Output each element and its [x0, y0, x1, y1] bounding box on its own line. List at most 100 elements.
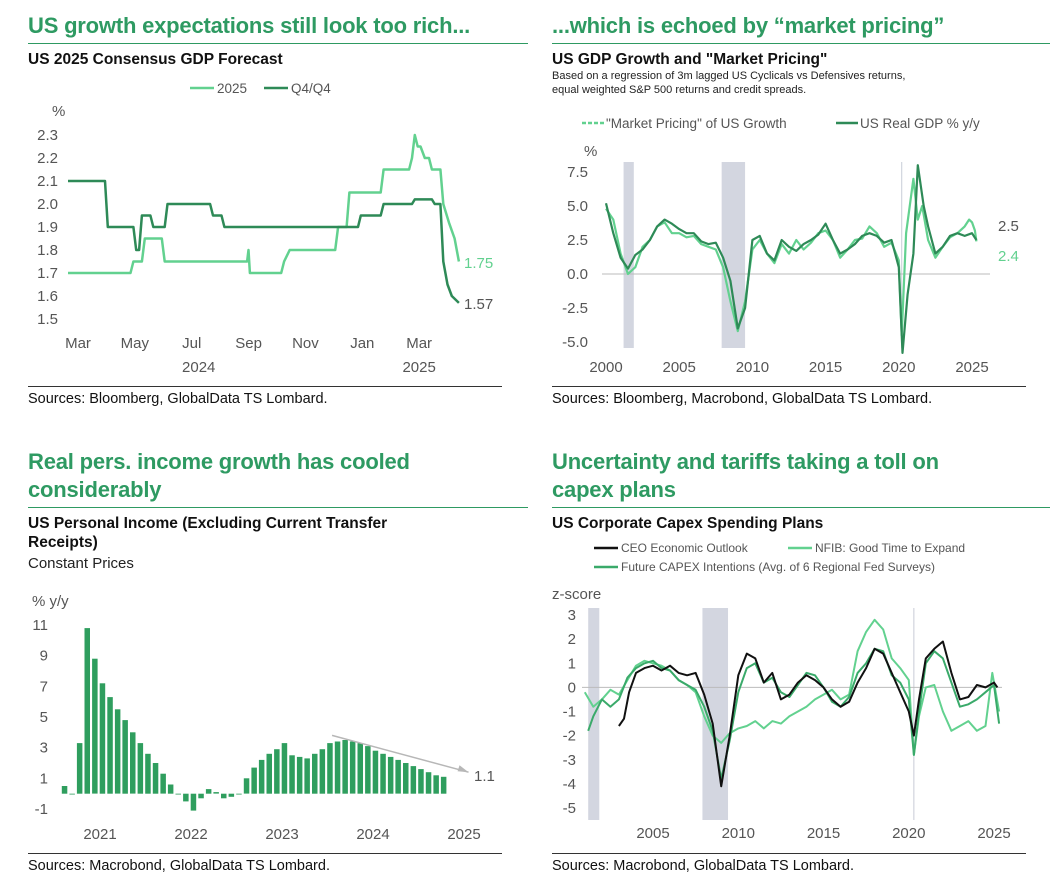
chart-title-income-line-2: Receipts)	[28, 534, 98, 551]
x-tick-label: 2021	[83, 826, 116, 843]
bar	[84, 628, 90, 794]
divider	[28, 43, 528, 44]
y-tick-label: 1.5	[37, 311, 58, 328]
bar	[122, 720, 128, 794]
y-tick-label: -2	[563, 728, 576, 745]
headline-capex-line-1: Uncertainty and tariffs taking a toll on	[552, 449, 939, 474]
y-tick-label: 2	[568, 631, 576, 648]
headline-income-line-1: Real pers. income growth has cooled	[28, 449, 410, 474]
bar	[395, 759, 401, 794]
y-tick-label: 1.7	[37, 265, 58, 282]
bar	[357, 743, 363, 794]
bar	[258, 759, 265, 794]
bar	[228, 793, 235, 797]
bar	[243, 778, 250, 794]
panel-market-pricing: ...which is echoed by “market pricing” U…	[552, 12, 1050, 97]
bar	[175, 793, 181, 795]
x-tick-label: 2020	[892, 825, 925, 842]
x-tick-label: 2023	[265, 826, 298, 843]
y-tick-label: -5.0	[562, 334, 588, 351]
source-note-4: Sources: Macrobond, GlobalData TS Lombar…	[552, 853, 1026, 874]
y-tick-label: 0	[568, 679, 576, 696]
x-tick-label: 2025	[977, 825, 1010, 842]
bar	[137, 743, 144, 794]
bar	[387, 756, 394, 794]
chart-gdp-forecast: 2025 Q4/Q4% 2.3 2.2 2.1 2.0 1.9 1.8 1.7 1.6 1.5 Mar…	[37, 81, 493, 376]
legend-label: CEO Economic Outlook	[621, 541, 749, 555]
bar	[92, 658, 98, 794]
bar	[190, 793, 197, 811]
panel-capex-plans: Uncertainty and tariffs taking a toll on…	[552, 448, 1050, 533]
bar	[418, 769, 424, 794]
y-axis-unit: z-score	[552, 586, 601, 603]
x-tick-label: 2024	[356, 826, 389, 843]
bar	[221, 793, 227, 799]
y-tick-label: 3	[568, 607, 576, 624]
legend-label-2025: 2025	[217, 81, 247, 96]
recession-band	[623, 162, 634, 348]
bar	[296, 756, 303, 794]
bar	[107, 697, 113, 794]
bar	[410, 766, 417, 794]
x-tick-label: 2022	[174, 826, 207, 843]
end-label-income: 1.1	[474, 768, 495, 785]
y-tick-label: 9	[40, 648, 48, 665]
y-tick-label: 1.9	[37, 219, 58, 236]
bar	[61, 786, 68, 794]
bar	[349, 741, 356, 794]
y-tick-label: 1.8	[37, 242, 58, 259]
chart-capex-plans: CEO Economic Outlook NFIB: Good Time to E…	[552, 541, 1011, 842]
bar	[304, 758, 310, 794]
bar	[99, 683, 106, 794]
y-tick-label: -3	[563, 752, 576, 769]
bar	[69, 793, 75, 795]
x-tick-label: Sep	[235, 335, 262, 352]
bar	[114, 709, 121, 794]
x-tick-label: 2010	[722, 825, 755, 842]
y-tick-label: -1	[563, 704, 576, 721]
y-axis-unit: %	[52, 103, 65, 120]
bar	[167, 784, 174, 794]
x-tick-label: 2010	[736, 359, 769, 376]
bar	[372, 750, 379, 794]
y-tick-label: 1	[568, 655, 576, 672]
y-axis-unit: %	[584, 143, 597, 160]
divider	[552, 43, 1050, 44]
bar	[433, 775, 439, 794]
legend-label: NFIB: Good Time to Expand	[815, 541, 965, 555]
x-tick-label: 2005	[636, 825, 669, 842]
bar	[183, 793, 189, 802]
bar	[274, 749, 280, 794]
y-tick-label: -5	[563, 800, 576, 817]
y-tick-label: -4	[563, 776, 576, 793]
source-note-3: Sources: Macrobond, GlobalData TS Lombar…	[28, 853, 502, 874]
x-tick-label: Mar	[65, 335, 91, 352]
bar	[213, 792, 219, 794]
y-tick-label: -1	[35, 801, 48, 818]
panel-personal-income: Real pers. income growth has cooled cons…	[28, 448, 528, 573]
y-tick-label: 2.3	[37, 127, 58, 144]
x-year-label: 2025	[402, 359, 435, 376]
x-tick-label: 2005	[663, 359, 696, 376]
bar	[319, 749, 326, 794]
x-tick-label: Jul	[182, 335, 201, 352]
chart-title-market-pricing: US GDP Growth and "Market Pricing"	[552, 51, 828, 68]
headline-gdp-expectations: US growth expectations still look too ri…	[28, 13, 471, 38]
end-label-market-pricing: 2.4	[998, 248, 1019, 265]
source-note-2: Sources: Bloomberg, Macrobond, GlobalDat…	[552, 386, 1026, 407]
divider	[552, 507, 1050, 508]
series-line-ceo-outlook	[618, 640, 999, 788]
source-note-1: Sources: Bloomberg, GlobalData TS Lombar…	[28, 386, 502, 407]
y-tick-label: 11	[32, 617, 48, 634]
headline-income-line-2: considerably	[28, 477, 162, 502]
x-tick-label: Jan	[350, 335, 374, 352]
x-tick-label: 2020	[882, 359, 915, 376]
chart-subtitle-constant-prices: Constant Prices	[28, 555, 134, 572]
chart-title-gdp-forecast: US 2025 Consensus GDP Forecast	[28, 51, 283, 68]
headline-market-pricing: ...which is echoed by “market pricing”	[552, 13, 945, 38]
series-line-q4q4	[68, 179, 460, 304]
y-tick-label: 1	[40, 770, 48, 787]
bar	[160, 773, 166, 794]
x-year-label: 2024	[182, 359, 215, 376]
chart-market-pricing: "Market Pricing" of US Growth US Real GDP…	[562, 116, 1019, 376]
